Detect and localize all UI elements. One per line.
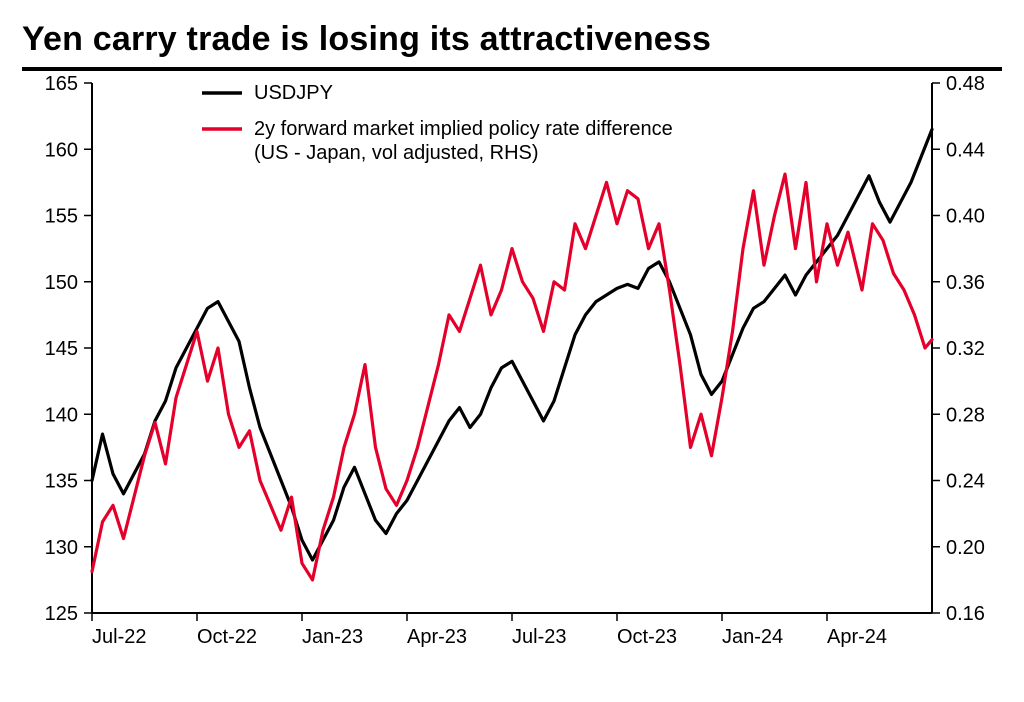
x-tick-label: Apr-24 <box>827 626 887 648</box>
y-left-tick-label: 130 <box>45 537 78 559</box>
x-tick-label: Apr-23 <box>407 626 467 648</box>
chart-svg: 125 130 135 140 145 150 155 160 165 0.16 0.20 0.24 0… <box>22 73 1002 673</box>
title-rule <box>22 67 1002 71</box>
x-tick-label: Oct-23 <box>617 626 677 648</box>
chart-page: Yen carry trade is losing its attractive… <box>0 0 1024 702</box>
y-right-tick-label: 0.16 <box>946 603 985 625</box>
y-right-tick-label: 0.36 <box>946 272 985 294</box>
x-tick-label: Oct-22 <box>197 626 257 648</box>
y-right-tick-label: 0.20 <box>946 537 985 559</box>
y-left-tick-label: 155 <box>45 206 78 228</box>
y-right-tick-label: 0.40 <box>946 206 985 228</box>
y-left-tick-label: 165 <box>45 73 78 95</box>
x-tick-label: Jul-22 <box>92 626 146 648</box>
y-right-tick-label: 0.48 <box>946 73 985 95</box>
y-left-tick-label: 125 <box>45 603 78 625</box>
y-left-tick-label: 145 <box>45 338 78 360</box>
x-tick-label: Jul-23 <box>512 626 566 648</box>
x-tick-label: Jan-24 <box>722 626 783 648</box>
y-right-tick-label: 0.28 <box>946 404 985 426</box>
y-left-tick-label: 140 <box>45 404 78 426</box>
y-right-tick-label: 0.44 <box>946 139 985 161</box>
y-right-tick-label: 0.24 <box>946 471 985 493</box>
y-left-tick-label: 135 <box>45 471 78 493</box>
chart-title: Yen carry trade is losing its attractive… <box>22 20 1002 59</box>
legend-label-rate_diff: 2y forward market implied policy rate di… <box>254 118 673 140</box>
x-tick-label: Jan-23 <box>302 626 363 648</box>
y-right-tick-label: 0.32 <box>946 338 985 360</box>
legend-label-rate_diff: (US - Japan, vol adjusted, RHS) <box>254 142 539 164</box>
y-left-tick-label: 150 <box>45 272 78 294</box>
chart-container: 125 130 135 140 145 150 155 160 165 0.16 0.20 0.24 0… <box>22 73 1002 673</box>
series-rate_diff <box>92 174 932 580</box>
legend-label-usdjpy: USDJPY <box>254 82 333 104</box>
y-left-tick-label: 160 <box>45 139 78 161</box>
